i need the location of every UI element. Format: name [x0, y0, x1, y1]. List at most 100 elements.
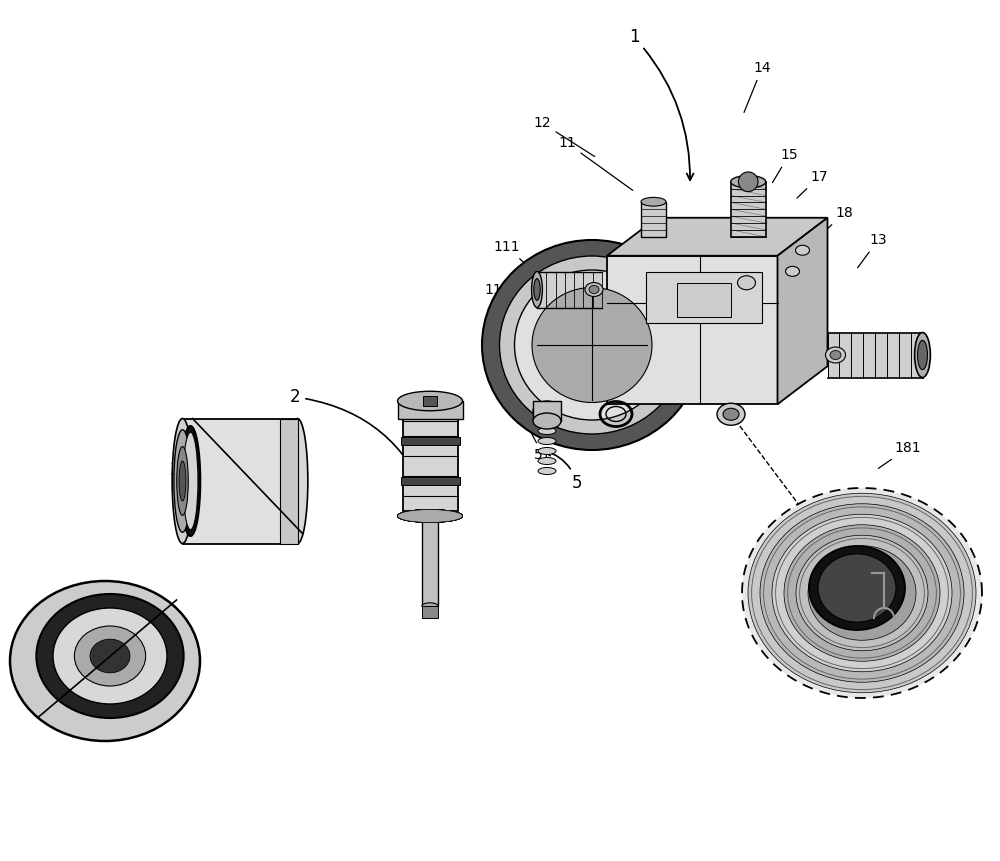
Text: 15: 15	[772, 148, 798, 183]
Ellipse shape	[36, 594, 184, 718]
Ellipse shape	[723, 408, 739, 420]
Ellipse shape	[398, 510, 462, 523]
Text: 12: 12	[533, 116, 595, 157]
Ellipse shape	[181, 426, 200, 536]
Ellipse shape	[398, 510, 462, 523]
Text: 181: 181	[878, 441, 921, 468]
Ellipse shape	[177, 447, 188, 516]
Ellipse shape	[398, 510, 462, 523]
Bar	[646, 272, 762, 323]
Ellipse shape	[532, 271, 542, 307]
Ellipse shape	[482, 240, 702, 450]
Text: 11: 11	[558, 136, 633, 190]
Ellipse shape	[53, 608, 167, 704]
Ellipse shape	[538, 457, 556, 464]
Ellipse shape	[183, 432, 198, 530]
Ellipse shape	[748, 493, 976, 693]
Ellipse shape	[398, 510, 462, 523]
Ellipse shape	[818, 554, 896, 623]
Text: 182: 182	[820, 650, 853, 685]
Ellipse shape	[772, 514, 952, 672]
Ellipse shape	[796, 245, 810, 255]
Polygon shape	[607, 218, 828, 256]
Bar	[400, 437, 460, 445]
Ellipse shape	[742, 488, 982, 698]
Text: 17: 17	[797, 170, 828, 198]
Polygon shape	[607, 256, 778, 405]
Ellipse shape	[398, 510, 462, 523]
Bar	[182, 418, 298, 543]
Text: 1: 1	[629, 28, 693, 180]
Ellipse shape	[717, 403, 745, 425]
Ellipse shape	[398, 510, 462, 523]
Ellipse shape	[738, 276, 756, 290]
Ellipse shape	[585, 282, 603, 296]
Text: 4: 4	[53, 596, 125, 635]
Ellipse shape	[538, 448, 556, 455]
Ellipse shape	[398, 510, 462, 523]
Text: 3: 3	[170, 461, 250, 516]
Ellipse shape	[538, 437, 556, 444]
Bar	[677, 282, 731, 317]
Polygon shape	[778, 218, 828, 405]
Ellipse shape	[398, 391, 462, 411]
Ellipse shape	[179, 461, 186, 501]
Text: 18: 18	[823, 206, 853, 233]
Ellipse shape	[918, 340, 927, 369]
Bar	[398, 401, 462, 419]
Ellipse shape	[830, 350, 841, 360]
Ellipse shape	[760, 504, 964, 682]
Ellipse shape	[808, 546, 916, 641]
Ellipse shape	[398, 510, 462, 523]
Text: 51: 51	[528, 427, 552, 462]
Ellipse shape	[172, 418, 193, 543]
Ellipse shape	[287, 418, 308, 543]
Ellipse shape	[538, 468, 556, 474]
Ellipse shape	[796, 536, 928, 651]
Ellipse shape	[532, 288, 652, 402]
Bar	[422, 606, 438, 618]
Ellipse shape	[398, 510, 462, 523]
Text: 183: 183	[780, 646, 806, 672]
Text: 5: 5	[545, 449, 582, 492]
Ellipse shape	[589, 286, 599, 294]
Ellipse shape	[826, 347, 846, 363]
Text: 16: 16	[719, 335, 744, 361]
Ellipse shape	[90, 639, 130, 672]
Ellipse shape	[731, 176, 766, 188]
Bar	[641, 201, 666, 237]
Ellipse shape	[514, 270, 670, 420]
Bar	[533, 401, 561, 421]
Text: 111: 111	[494, 240, 544, 281]
Ellipse shape	[533, 413, 561, 429]
Ellipse shape	[500, 256, 684, 434]
Ellipse shape	[915, 332, 930, 377]
Bar	[422, 511, 438, 606]
Ellipse shape	[398, 510, 462, 523]
Ellipse shape	[398, 510, 462, 523]
Ellipse shape	[398, 510, 462, 523]
Ellipse shape	[809, 546, 905, 630]
Text: 14: 14	[744, 61, 771, 113]
Ellipse shape	[74, 626, 146, 686]
Bar	[280, 418, 298, 543]
Text: 2: 2	[290, 388, 429, 500]
Ellipse shape	[422, 603, 438, 610]
Text: 112: 112	[485, 283, 532, 304]
Ellipse shape	[533, 401, 561, 421]
Bar	[400, 477, 460, 485]
Bar	[537, 271, 602, 307]
Text: 52: 52	[585, 406, 610, 437]
Text: 13: 13	[858, 233, 887, 268]
Ellipse shape	[784, 524, 940, 661]
Bar	[828, 332, 922, 377]
Ellipse shape	[174, 430, 191, 532]
Ellipse shape	[786, 266, 800, 276]
Ellipse shape	[10, 581, 200, 741]
Bar	[402, 411, 458, 511]
Ellipse shape	[538, 428, 556, 435]
Bar	[731, 182, 766, 237]
Bar	[423, 396, 437, 406]
Ellipse shape	[534, 279, 540, 300]
Circle shape	[738, 172, 758, 191]
